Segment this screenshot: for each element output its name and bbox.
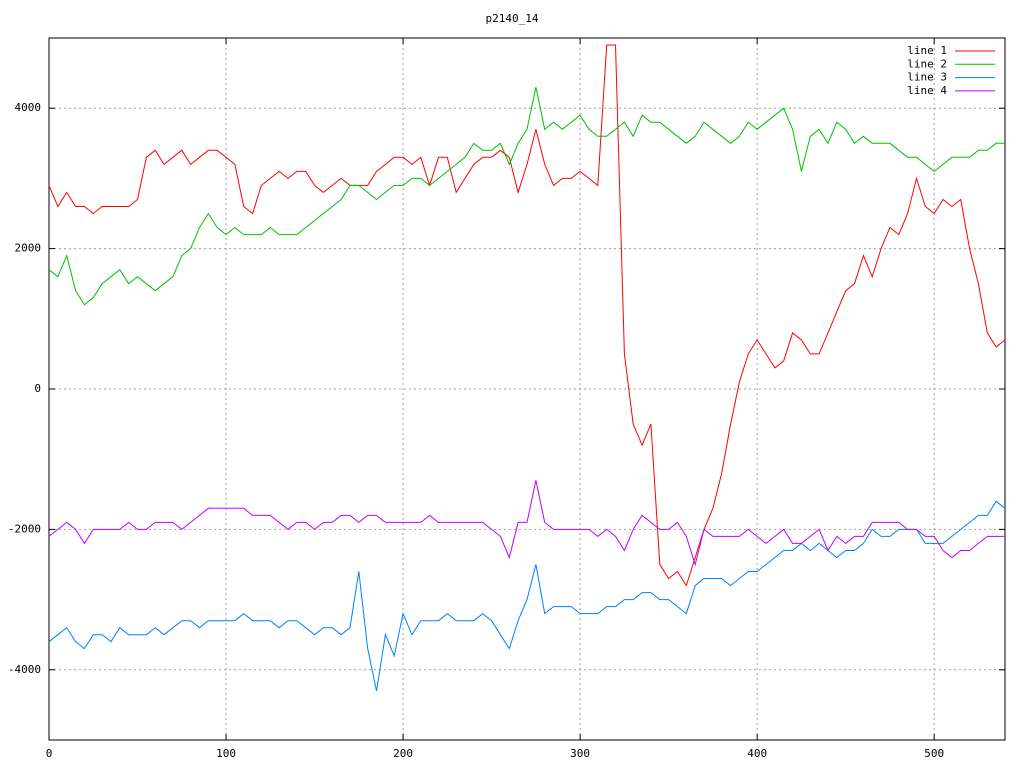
x-tick-label: 300 bbox=[570, 747, 590, 760]
x-tick-label: 200 bbox=[393, 747, 413, 760]
x-tick-label: 500 bbox=[924, 747, 944, 760]
data-line bbox=[48, 86, 1005, 306]
data-line bbox=[48, 480, 1005, 567]
chart-title: p2140_14 bbox=[486, 12, 539, 25]
y-tick-label: -2000 bbox=[8, 522, 41, 535]
y-tick-label: 2000 bbox=[15, 242, 42, 255]
y-tick-label: 4000 bbox=[15, 101, 42, 114]
plot-frame bbox=[48, 37, 1006, 741]
y-tick-label: 0 bbox=[34, 382, 41, 395]
data-line bbox=[48, 500, 1006, 692]
y-tick-label: -4000 bbox=[8, 663, 41, 676]
legend-label: line 3 bbox=[907, 71, 947, 84]
x-tick-label: 0 bbox=[46, 747, 53, 760]
x-tick-label: 100 bbox=[216, 747, 236, 760]
legend-label: line 4 bbox=[907, 84, 947, 97]
x-tick-label: 400 bbox=[747, 747, 767, 760]
legend-label: line 2 bbox=[907, 57, 947, 70]
data-line bbox=[48, 44, 1006, 587]
legend-label: line 1 bbox=[907, 44, 947, 57]
